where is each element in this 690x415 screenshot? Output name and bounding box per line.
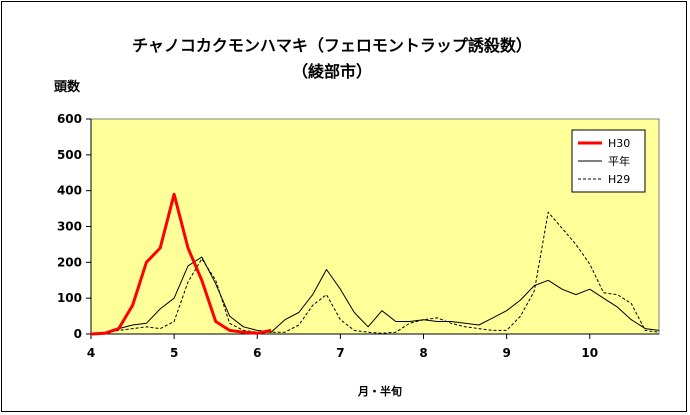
y-tick-label: 100 (57, 291, 82, 305)
y-tick-label: 300 (57, 220, 82, 234)
x-tick-label: 7 (336, 346, 344, 360)
x-tick-label: 10 (581, 346, 598, 360)
y-tick-label: 400 (57, 184, 82, 198)
y-tick-label: 500 (57, 148, 82, 162)
legend-label: H30 (608, 137, 630, 150)
legend-label: 平年 (608, 154, 630, 168)
x-tick-label: 4 (87, 346, 95, 360)
legend-label: H29 (608, 173, 630, 186)
y-axis-label: 頭数 (54, 80, 81, 95)
x-tick-label: 6 (253, 346, 261, 360)
x-tick-label: 5 (170, 346, 178, 360)
series-line-h30 (90, 192, 272, 336)
x-tick-label: 8 (419, 346, 427, 360)
y-tick-label: 200 (57, 255, 82, 269)
plot-area (90, 118, 660, 335)
y-tick-label: 600 (57, 112, 82, 126)
chart-subtitle: （綾部市） (291, 62, 372, 81)
x-axis-label: 月・半旬 (358, 385, 402, 398)
x-tick-label: 9 (502, 346, 510, 360)
y-tick-label: 0 (74, 327, 82, 341)
series-line-h29 (90, 211, 660, 335)
chart-title: チャノコカクモンハマキ（フェロモントラップ誘殺数） (132, 36, 532, 55)
series-line-average (90, 256, 660, 335)
